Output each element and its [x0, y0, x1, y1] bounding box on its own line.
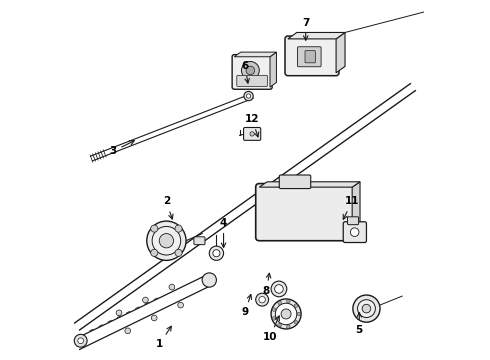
Text: 9: 9: [242, 294, 251, 317]
Circle shape: [213, 249, 220, 257]
Circle shape: [271, 299, 301, 329]
FancyBboxPatch shape: [194, 237, 205, 245]
Circle shape: [116, 310, 122, 316]
Polygon shape: [336, 32, 345, 73]
Circle shape: [78, 338, 83, 343]
Circle shape: [278, 301, 281, 305]
Circle shape: [259, 296, 266, 303]
Circle shape: [271, 281, 287, 297]
Text: 11: 11: [343, 197, 360, 219]
Circle shape: [362, 304, 371, 313]
FancyBboxPatch shape: [305, 51, 316, 63]
Circle shape: [178, 302, 183, 308]
FancyBboxPatch shape: [256, 184, 356, 241]
Circle shape: [272, 308, 276, 311]
Circle shape: [175, 249, 182, 256]
Circle shape: [281, 309, 291, 319]
FancyBboxPatch shape: [279, 175, 311, 189]
Circle shape: [244, 91, 253, 101]
Circle shape: [147, 221, 186, 260]
Text: 10: 10: [263, 316, 279, 342]
FancyBboxPatch shape: [237, 75, 268, 86]
Circle shape: [242, 62, 259, 79]
Circle shape: [202, 273, 217, 287]
Polygon shape: [288, 32, 345, 39]
Circle shape: [151, 249, 158, 256]
Text: 3: 3: [109, 141, 134, 157]
Circle shape: [287, 325, 290, 328]
Circle shape: [151, 225, 158, 232]
Circle shape: [169, 284, 175, 290]
Circle shape: [151, 315, 157, 321]
FancyBboxPatch shape: [244, 127, 261, 140]
Text: 1: 1: [156, 326, 171, 349]
Polygon shape: [259, 182, 360, 187]
Circle shape: [275, 285, 283, 293]
Polygon shape: [352, 182, 360, 237]
Circle shape: [159, 234, 173, 248]
Text: 2: 2: [163, 197, 173, 219]
FancyBboxPatch shape: [285, 36, 339, 76]
Text: 12: 12: [245, 114, 259, 137]
Circle shape: [294, 304, 298, 307]
Circle shape: [275, 303, 297, 325]
Text: 8: 8: [263, 273, 271, 296]
Circle shape: [143, 297, 148, 303]
FancyBboxPatch shape: [297, 47, 321, 67]
Circle shape: [353, 295, 380, 322]
Circle shape: [209, 246, 223, 260]
Text: 7: 7: [302, 18, 309, 40]
Circle shape: [278, 323, 281, 327]
FancyBboxPatch shape: [343, 222, 367, 243]
Circle shape: [152, 226, 181, 255]
Circle shape: [358, 300, 375, 318]
Text: 5: 5: [356, 312, 363, 335]
Circle shape: [297, 312, 301, 316]
Polygon shape: [234, 52, 276, 57]
Circle shape: [175, 225, 182, 232]
Circle shape: [246, 94, 251, 98]
FancyBboxPatch shape: [347, 217, 359, 225]
Circle shape: [125, 328, 131, 334]
Circle shape: [350, 228, 359, 237]
Polygon shape: [270, 52, 276, 87]
Circle shape: [74, 334, 87, 347]
Text: 4: 4: [220, 218, 227, 247]
Circle shape: [256, 293, 269, 306]
Circle shape: [287, 300, 290, 303]
Text: 6: 6: [242, 61, 249, 83]
Circle shape: [272, 316, 276, 320]
Circle shape: [246, 66, 255, 75]
Circle shape: [250, 132, 254, 136]
FancyBboxPatch shape: [232, 55, 272, 89]
Circle shape: [294, 320, 298, 324]
